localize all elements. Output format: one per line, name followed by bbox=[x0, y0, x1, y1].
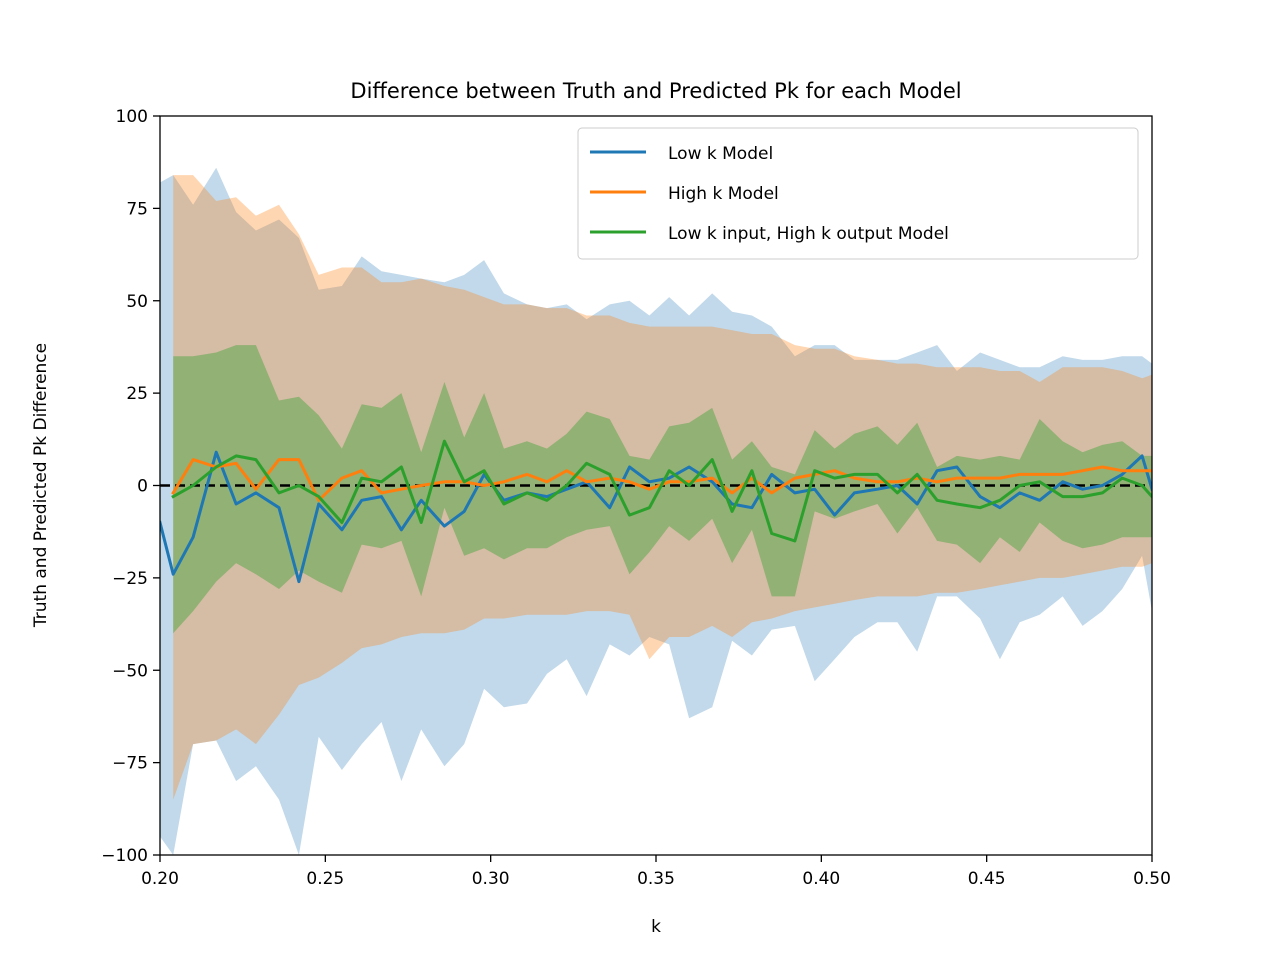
x-axis: 0.20 0.25 0.30 0.35 0.40 0.45 0.50 bbox=[141, 855, 1171, 889]
legend-items: Low k Model High k Model Low k input, High… bbox=[590, 144, 949, 244]
x-tick-label: 0.45 bbox=[968, 869, 1006, 889]
legend: Low k Model High k Model Low k input, High… bbox=[577, 127, 1139, 260]
low-k-model-legend-label: Low k Model bbox=[668, 144, 773, 164]
y-tick-label: 0 bbox=[137, 477, 148, 497]
high-k-model-band bbox=[173, 175, 1152, 800]
x-tick-label: 0.20 bbox=[141, 869, 179, 889]
chart-title: Difference between Truth and Predicted P… bbox=[350, 79, 961, 103]
y-axis-label: Truth and Predicted Pk Difference bbox=[31, 343, 51, 628]
y-tick-label: 100 bbox=[116, 107, 148, 127]
y-tick-label: −50 bbox=[112, 661, 148, 681]
y-tick-label: 25 bbox=[126, 384, 148, 404]
y-tick-label: −100 bbox=[101, 846, 148, 866]
uncertainty-bands bbox=[160, 167, 1152, 855]
low-k-input-high-k-output-model-band bbox=[173, 345, 1152, 634]
low-k-model-band bbox=[160, 167, 1152, 855]
x-tick-label: 0.25 bbox=[306, 869, 344, 889]
y-tick-label: −25 bbox=[112, 569, 148, 589]
low-k-input-high-k-output-model-line bbox=[171, 439, 1152, 543]
high-k-model-line bbox=[171, 458, 1152, 502]
y-tick-label: 75 bbox=[126, 199, 148, 219]
legend-box bbox=[577, 127, 1139, 260]
x-tick-label: 0.30 bbox=[472, 869, 510, 889]
series-lines bbox=[160, 439, 1152, 584]
high-k-model-legend-label: High k Model bbox=[668, 184, 779, 204]
y-axis: −100 −75 −50 −25 0 25 50 75 100 bbox=[101, 107, 160, 866]
low-k-model-line bbox=[160, 450, 1152, 584]
x-axis-label: k bbox=[651, 917, 661, 937]
x-tick-label: 0.35 bbox=[637, 869, 675, 889]
y-tick-label: 50 bbox=[126, 292, 148, 312]
low-k-input-high-k-output-model-legend-label: Low k input, High k output Model bbox=[668, 224, 949, 244]
x-tick-label: 0.50 bbox=[1133, 869, 1171, 889]
x-tick-label: 0.40 bbox=[802, 869, 840, 889]
y-tick-label: −75 bbox=[112, 754, 148, 774]
